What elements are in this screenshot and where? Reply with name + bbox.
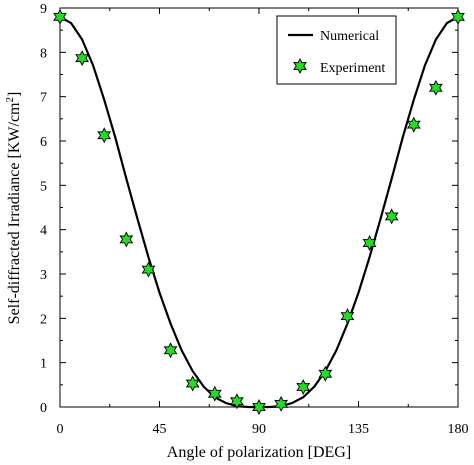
legend-label-numerical: Numerical <box>320 29 379 44</box>
y-tick-label: 8 <box>40 46 47 61</box>
experiment-point <box>362 234 377 251</box>
experiment-point <box>163 342 178 359</box>
experiment-point <box>229 393 244 410</box>
legend-marker-experiment <box>293 58 307 74</box>
numerical-series-line <box>59 15 459 409</box>
experiment-point <box>185 375 200 392</box>
y-tick-label: 3 <box>40 268 47 283</box>
experiment-point <box>97 127 112 144</box>
experiment-series-points <box>53 8 465 415</box>
experiment-point <box>75 50 90 67</box>
x-axis-title: Angle of polarization [DEG] <box>167 444 351 461</box>
experiment-point <box>384 208 399 225</box>
x-tick-label: 135 <box>348 422 369 437</box>
legend-star-marker <box>293 58 307 74</box>
experiment-point <box>252 399 266 415</box>
y-tick-label: 1 <box>40 357 47 372</box>
experiment-point <box>296 379 311 396</box>
experiment-point <box>141 261 156 278</box>
experiment-point <box>340 308 355 325</box>
legend-box <box>276 15 397 85</box>
y-axis-title: Self-diffracted Irradiance [KW/cm2] <box>4 92 23 325</box>
x-tick-label: 0 <box>57 422 64 437</box>
experiment-point <box>406 116 421 133</box>
y-tick-label: 7 <box>40 91 47 106</box>
y-tick-label: 0 <box>40 401 47 416</box>
x-tick-label: 90 <box>252 422 266 437</box>
y-tick-label: 9 <box>40 2 47 17</box>
legend-label-experiment: Experiment <box>320 61 385 76</box>
y-tick-label: 5 <box>40 179 47 194</box>
experiment-point <box>428 79 443 96</box>
experiment-point <box>53 8 67 25</box>
experiment-point <box>318 365 333 382</box>
experiment-point <box>274 395 289 412</box>
y-tick-label: 4 <box>40 224 47 239</box>
experiment-point <box>207 385 222 402</box>
y-tick-label: 2 <box>40 312 47 327</box>
y-axis-title-main: Self-diffracted Irradiance [KW/cm <box>6 102 23 324</box>
experiment-point <box>451 8 465 25</box>
y-tick-label: 6 <box>40 135 47 150</box>
y-axis-title-superscript: 2 <box>4 97 16 103</box>
x-tick-label: 180 <box>448 422 469 437</box>
ticks <box>59 7 459 408</box>
x-tick-label: 45 <box>153 422 167 437</box>
legend: Numerical Experiment <box>276 15 397 85</box>
experiment-point <box>119 231 134 248</box>
y-axis-title-end: ] <box>6 92 23 97</box>
plot-frame <box>59 7 459 408</box>
